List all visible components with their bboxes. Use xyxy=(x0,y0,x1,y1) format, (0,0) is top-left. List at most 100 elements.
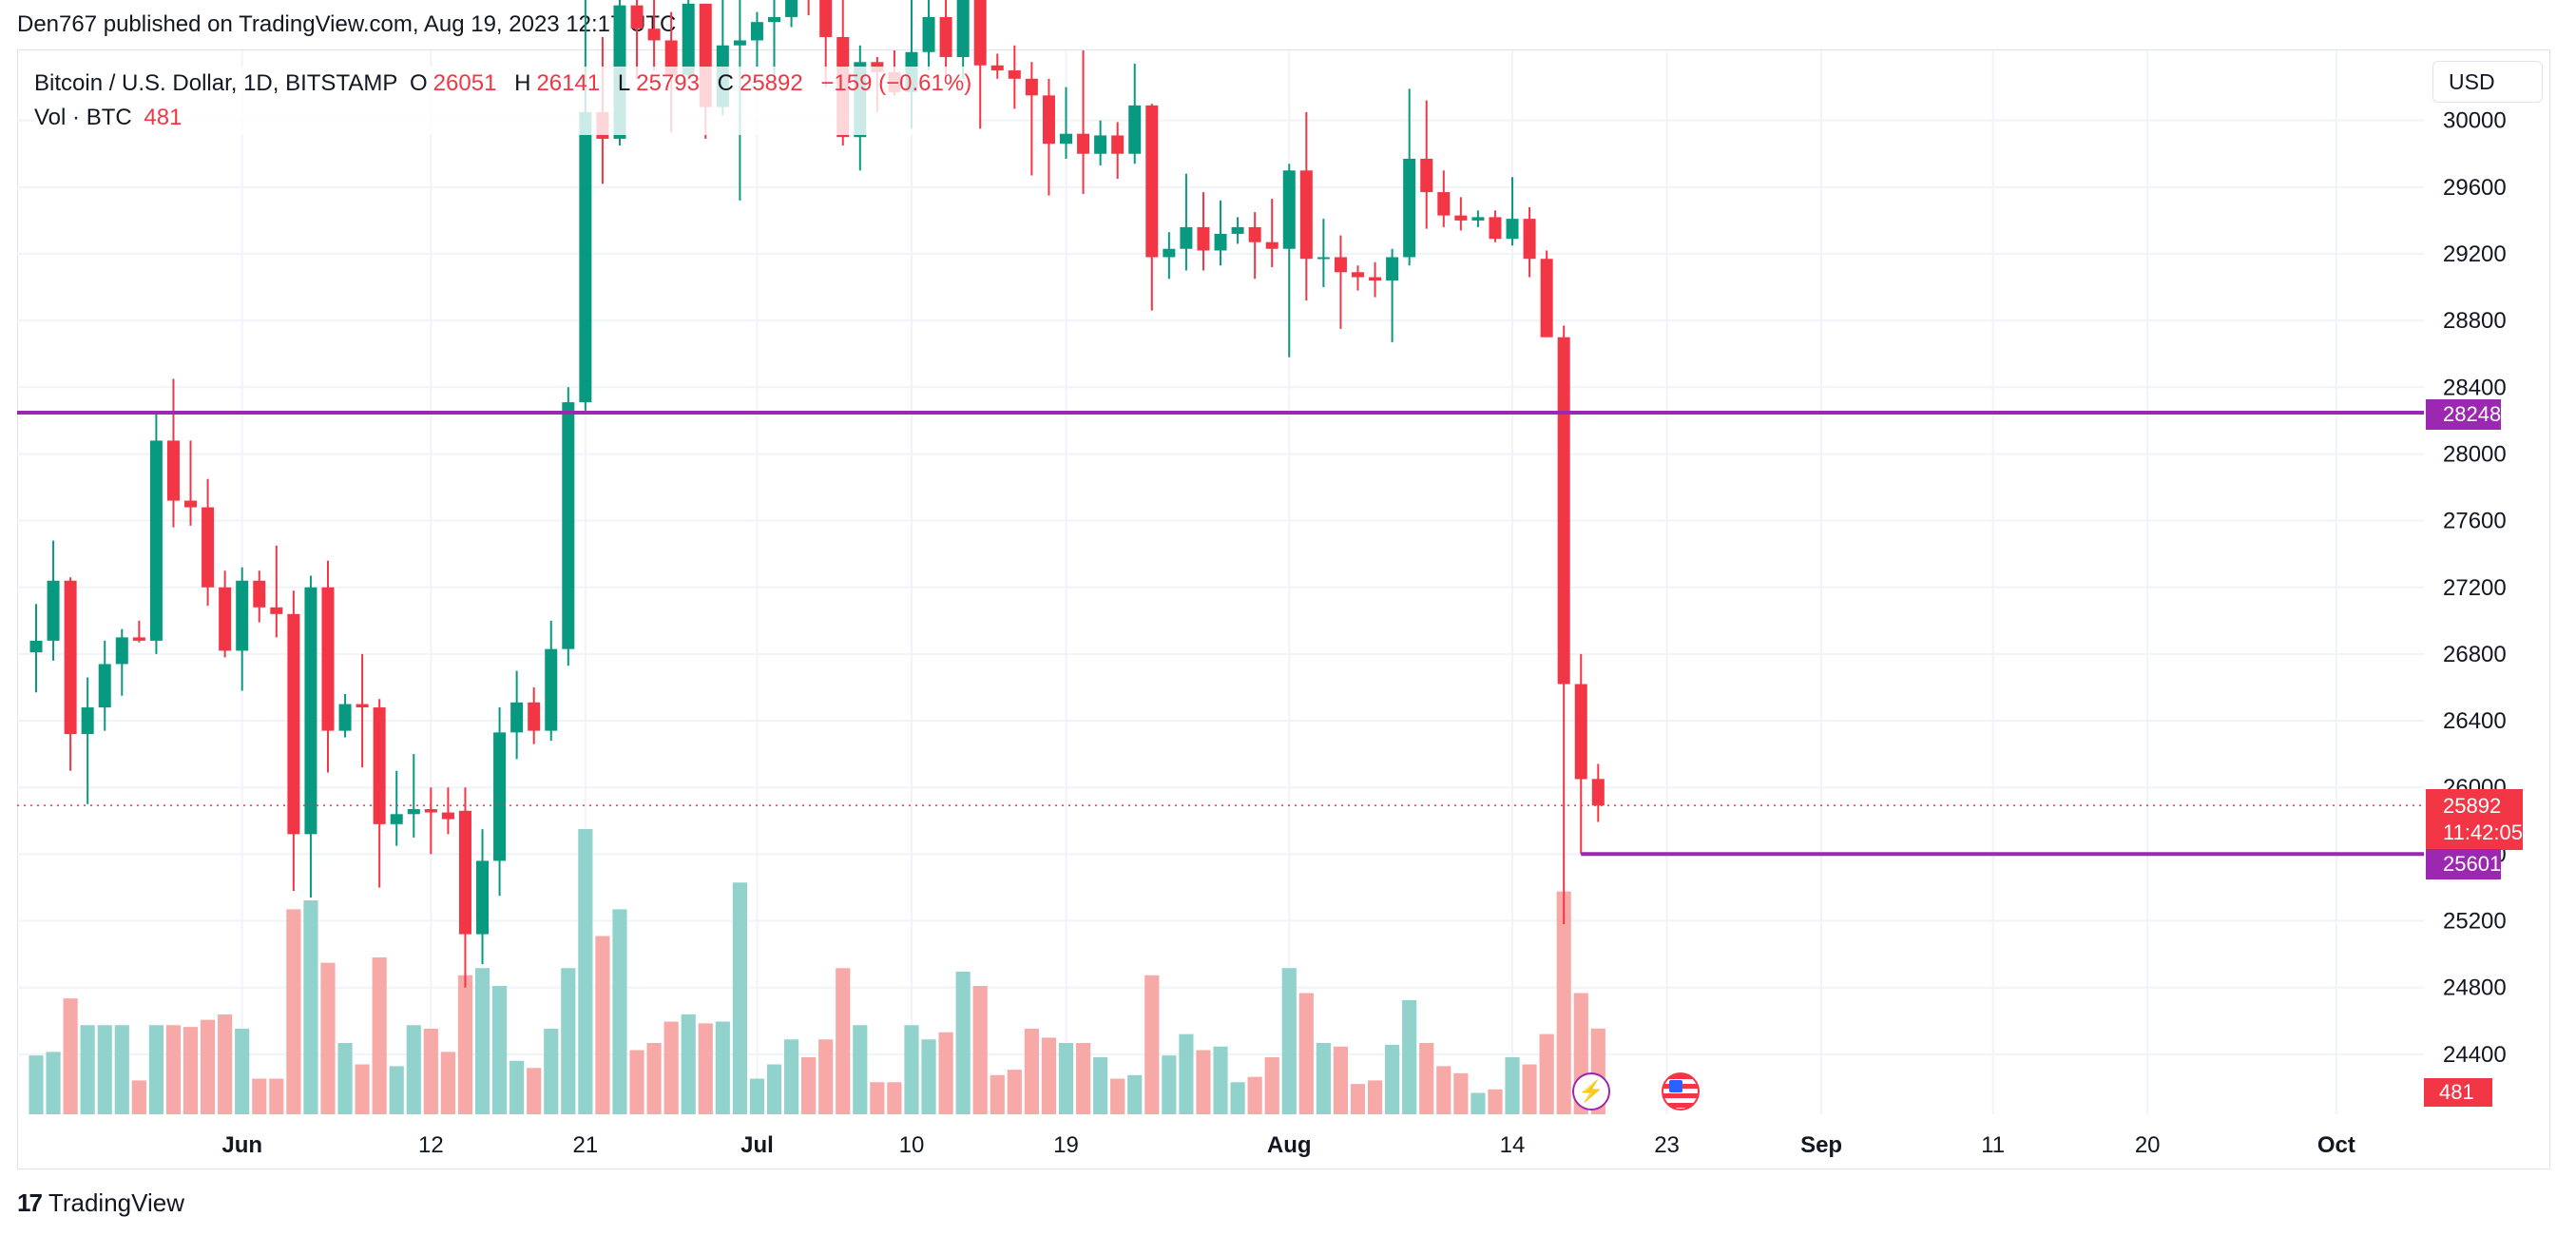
candle-body xyxy=(1420,159,1433,193)
candle xyxy=(1574,653,1587,855)
volume-bar xyxy=(1471,1092,1486,1114)
volume-bar xyxy=(715,1021,730,1114)
volume-bar xyxy=(1436,1066,1451,1114)
candle-body xyxy=(1282,170,1296,249)
volume-value: 481 xyxy=(144,105,183,130)
volume-bar xyxy=(1093,1057,1108,1114)
volume-bar xyxy=(1024,1029,1039,1114)
volume-bar xyxy=(1264,1057,1279,1114)
candle-body xyxy=(922,16,935,52)
candle xyxy=(202,478,215,607)
candle-body xyxy=(1180,226,1193,249)
time-tick-label: 14 xyxy=(1500,1132,1526,1158)
candle-body xyxy=(819,0,833,37)
volume-bar xyxy=(29,1055,44,1114)
candle xyxy=(1248,212,1261,280)
flag-canton xyxy=(1669,1080,1682,1092)
candle xyxy=(1489,210,1502,242)
volume-bar xyxy=(1298,993,1314,1114)
volume-bar xyxy=(561,968,576,1114)
volume-bar xyxy=(853,1025,868,1114)
candle-body xyxy=(1317,257,1330,260)
candle-body xyxy=(1299,170,1313,260)
candle xyxy=(630,0,644,79)
candle-body xyxy=(1540,259,1553,338)
volume-bar xyxy=(1539,1033,1554,1114)
candle-body xyxy=(1351,272,1364,278)
candle xyxy=(939,0,952,79)
support-price-tag: 25601 xyxy=(2426,849,2502,879)
candle xyxy=(1025,62,1038,176)
time-tick-label: Sep xyxy=(1800,1132,1842,1158)
candle xyxy=(1231,217,1244,244)
last-price-value: 25892 xyxy=(2443,794,2502,818)
candle-body xyxy=(630,5,644,29)
candle xyxy=(1591,763,1605,822)
volume-bar xyxy=(955,972,971,1114)
resistance-price-tag: 28248 xyxy=(2426,399,2502,430)
candle xyxy=(1180,173,1193,271)
candle xyxy=(81,677,94,804)
candle xyxy=(390,770,403,846)
currency-button[interactable]: USD xyxy=(2432,61,2543,103)
volume-bar xyxy=(1505,1057,1520,1114)
candle xyxy=(304,575,317,898)
candle xyxy=(132,620,145,643)
candle xyxy=(1214,200,1227,266)
candle xyxy=(1008,45,1021,109)
price-tick-label: 24800 xyxy=(2443,975,2507,1001)
symbol-title[interactable]: Bitcoin / U.S. Dollar, 1D, BITSTAMP xyxy=(34,70,398,96)
candle xyxy=(1420,100,1433,229)
candle-body xyxy=(1025,78,1038,96)
candle-body xyxy=(132,637,145,641)
volume-bar xyxy=(131,1080,146,1114)
candle-body xyxy=(990,65,1004,71)
time-tick-label: Jul xyxy=(740,1132,774,1158)
candle-body xyxy=(1042,95,1055,145)
candle-body xyxy=(1489,217,1502,240)
volume-bar xyxy=(938,1032,953,1114)
candle xyxy=(47,540,60,661)
volume-bar xyxy=(457,975,473,1114)
candle-body xyxy=(219,587,232,651)
candle-body xyxy=(1386,257,1399,281)
candle xyxy=(1471,210,1485,227)
candle xyxy=(321,560,335,773)
volume-bar xyxy=(783,1039,799,1114)
candle-body xyxy=(29,640,43,653)
candle xyxy=(1282,164,1296,357)
volume-bar xyxy=(1350,1084,1366,1114)
candle xyxy=(1299,111,1313,301)
lightning-event-icon[interactable]: ⚡ xyxy=(1572,1072,1610,1110)
candle-body xyxy=(458,810,471,935)
candle xyxy=(1077,50,1090,194)
price-tick-label: 30000 xyxy=(2443,108,2507,134)
candle xyxy=(682,0,695,81)
volume-label[interactable]: Vol · BTC xyxy=(34,105,132,130)
candle-body xyxy=(424,809,437,813)
volume-bar xyxy=(1075,1043,1091,1114)
candle xyxy=(1540,250,1553,338)
candle-body xyxy=(1454,215,1468,221)
candle xyxy=(1060,87,1073,160)
price-lines xyxy=(17,410,2424,857)
chart-legend: Bitcoin / U.S. Dollar, 1D, BITSTAMP O 260… xyxy=(34,67,978,135)
volume-bar xyxy=(766,1064,782,1114)
volume-bar xyxy=(527,1068,542,1114)
candle xyxy=(29,604,43,693)
candle xyxy=(407,754,420,838)
candle xyxy=(98,640,111,731)
volume-bar xyxy=(732,882,747,1114)
volume-bar xyxy=(1041,1037,1057,1114)
volume-bar xyxy=(1281,968,1297,1114)
brand-footer[interactable]: 17 TradingView xyxy=(17,1188,184,1218)
volume-bar xyxy=(904,1025,919,1114)
ohlc-high: H 26141 xyxy=(514,70,606,96)
candle-body xyxy=(733,40,746,46)
candle xyxy=(647,0,661,71)
volume-bar xyxy=(1144,975,1160,1114)
candle-body xyxy=(1060,133,1073,145)
us-flag-event-icon[interactable] xyxy=(1662,1072,1700,1110)
candle-body xyxy=(373,707,386,824)
